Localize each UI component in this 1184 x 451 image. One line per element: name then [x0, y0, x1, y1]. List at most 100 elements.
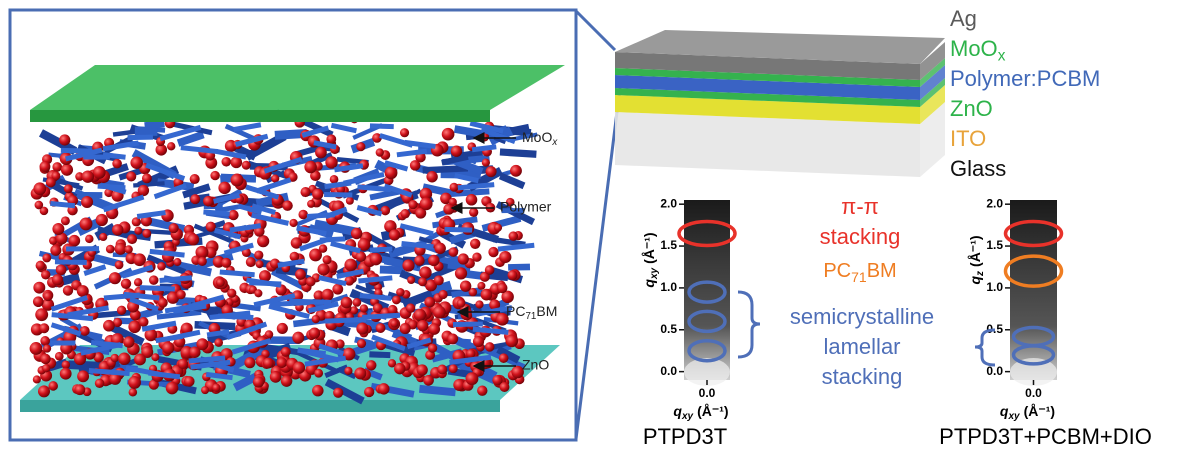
axis-label: qxy(Å⁻¹) — [673, 403, 728, 422]
lamellar-label: semicrystalline — [790, 304, 934, 329]
fullerene — [356, 142, 365, 151]
label-base: PC — [823, 260, 851, 282]
fullerene — [497, 283, 507, 293]
fullerene — [142, 229, 151, 238]
fullerene — [118, 353, 130, 365]
fullerene — [48, 381, 58, 391]
fullerene — [61, 164, 73, 176]
moox-plate — [30, 65, 565, 110]
fullerene — [442, 128, 455, 141]
fullerene — [60, 368, 72, 380]
fullerene — [352, 298, 361, 307]
lamellar-label: stacking — [822, 364, 903, 389]
fullerene — [210, 171, 219, 180]
fullerene — [408, 200, 417, 209]
fullerene — [30, 342, 43, 355]
fullerene — [364, 387, 374, 397]
fullerene — [366, 360, 376, 370]
axis-label: qxy(Å⁻¹) — [1000, 403, 1055, 422]
polymer-label: Polymer — [500, 199, 552, 215]
fullerene — [40, 336, 50, 346]
fullerene — [256, 260, 264, 268]
stack-layer-label: ZnO — [950, 96, 993, 121]
stack-layer-label: ITO — [950, 126, 986, 151]
fullerene — [40, 354, 51, 365]
fullerene — [326, 134, 336, 144]
fullerene — [376, 148, 384, 156]
fullerene — [263, 358, 274, 369]
fullerene — [117, 306, 126, 315]
axis-unit: (Å⁻¹) — [967, 235, 983, 267]
fullerene — [103, 320, 115, 332]
fullerene — [494, 224, 502, 232]
fullerene — [134, 353, 146, 365]
fullerene — [77, 285, 89, 297]
fullerene — [142, 173, 152, 183]
fullerene — [221, 258, 231, 268]
fullerene — [82, 170, 94, 182]
fullerene — [139, 317, 149, 327]
fullerene — [325, 156, 337, 168]
y-tick-label: 0.0 — [660, 364, 677, 378]
fullerene — [450, 183, 459, 192]
axis-subscript: xy — [681, 411, 694, 422]
fullerene — [203, 196, 214, 207]
fullerene — [473, 336, 484, 347]
fullerene — [253, 376, 264, 387]
label-subscript: 71 — [525, 311, 536, 322]
fullerene — [309, 327, 320, 338]
fullerene — [414, 309, 426, 321]
fullerene — [424, 297, 435, 308]
fullerene — [360, 304, 368, 312]
fullerene — [419, 266, 431, 278]
fullerene — [306, 277, 316, 287]
fullerene — [394, 363, 405, 374]
axis-subscript: z — [975, 271, 986, 277]
fullerene — [277, 357, 288, 368]
fullerene — [187, 233, 199, 245]
panel-caption: PTPD3T+PCBM+DIO — [939, 424, 1152, 449]
fullerene — [96, 214, 108, 226]
fullerene — [95, 379, 104, 388]
fullerene — [346, 197, 354, 205]
fullerene — [475, 300, 483, 308]
fullerene — [111, 354, 119, 362]
fullerene — [254, 250, 263, 259]
fullerene — [378, 383, 389, 394]
panel-caption: PTPD3T — [643, 424, 727, 449]
bracket — [738, 292, 760, 357]
fullerene — [214, 338, 223, 347]
fullerene — [109, 272, 121, 284]
fullerene — [406, 303, 415, 312]
fullerene — [218, 182, 230, 194]
y-tick-label: 1.0 — [660, 280, 677, 294]
fullerene — [52, 162, 62, 172]
fullerene — [121, 279, 131, 289]
fullerene — [351, 228, 362, 239]
fullerene — [455, 267, 467, 279]
fullerene — [417, 320, 428, 331]
axis-subscript: xy — [649, 267, 660, 280]
fullerene — [447, 333, 458, 344]
x-tick-label: 0.0 — [1025, 386, 1042, 400]
fullerene — [400, 209, 410, 219]
fullerene — [385, 166, 398, 179]
pi-stacking-label: stacking — [820, 224, 901, 249]
fullerene — [319, 244, 327, 252]
fullerene — [396, 288, 405, 297]
fullerene — [389, 229, 400, 240]
fullerene — [282, 200, 292, 210]
fullerene — [46, 177, 56, 187]
fullerene — [112, 159, 122, 169]
fullerene — [157, 262, 166, 271]
fullerene — [190, 174, 200, 184]
fullerene — [123, 336, 134, 347]
axis-unit: (Å⁻¹) — [1024, 403, 1056, 419]
y-tick-label: 1.5 — [660, 238, 677, 252]
fullerene — [36, 261, 46, 271]
fullerene — [470, 239, 480, 249]
fullerene — [242, 161, 251, 170]
fullerene — [228, 210, 238, 220]
fullerene — [80, 326, 90, 336]
fullerene — [246, 257, 256, 267]
